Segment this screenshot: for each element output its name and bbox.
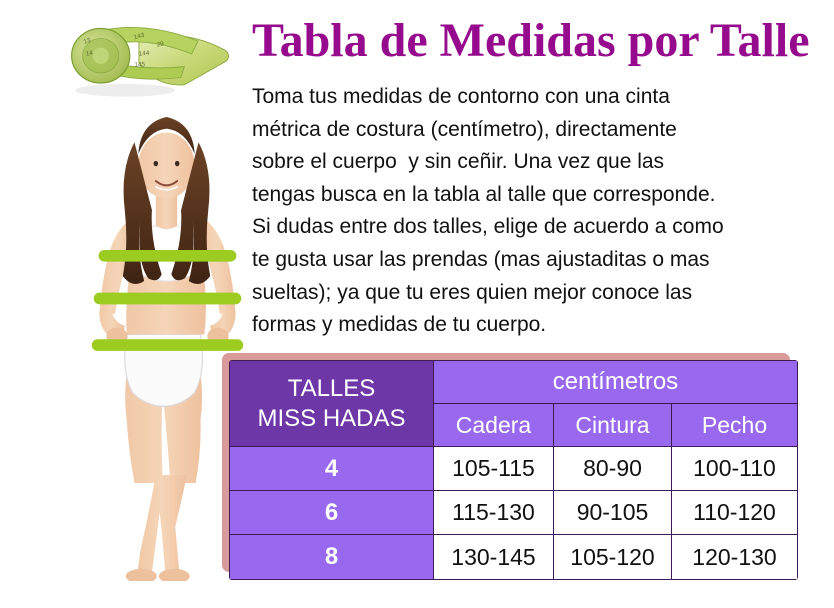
svg-text:145: 145 [134,62,145,69]
svg-text:144: 144 [138,50,150,58]
